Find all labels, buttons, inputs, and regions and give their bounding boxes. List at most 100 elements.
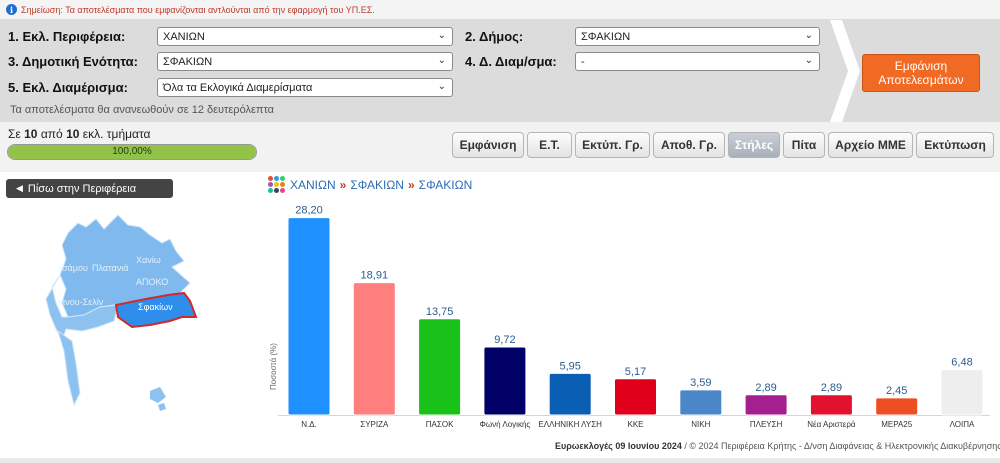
map-label: Πλατανιά: [92, 263, 128, 273]
map-label: ισάμου: [60, 263, 88, 273]
crete-map: ισάμου Πλατανιά Χανίω ΑΠΟΚΟ ιάνου-Σελίν …: [0, 205, 250, 425]
bar-5[interactable]: [614, 378, 657, 416]
map-highlight-label: Σφακίων: [138, 302, 173, 312]
show-results-button[interactable]: Εμφάνιση Αποτελεσμάτων: [862, 54, 980, 92]
category-label: ΝΙΚΗ: [691, 420, 710, 429]
bar-4[interactable]: [548, 372, 592, 416]
bar-value-label: 13,75: [426, 306, 454, 318]
category-label: ΠΛΕΥΣΗ: [750, 420, 783, 429]
progress-prefix: Σε: [8, 127, 21, 141]
notice-text: Σημείωση: Τα αποτελέσματα που εμφανίζοντ…: [21, 4, 375, 15]
bar-value-label: 18,91: [361, 270, 389, 282]
map-islet-2: [158, 403, 166, 411]
bar-value-label: 5,17: [625, 366, 646, 378]
bar-7[interactable]: [744, 394, 788, 416]
bar-value-label: 6,48: [951, 357, 972, 369]
breadcrumb-item: ΣΦΑΚΙΩΝ: [418, 177, 473, 192]
info-icon: i: [6, 4, 17, 15]
chevron-down-icon: ⌄: [437, 81, 446, 92]
toolbar-button[interactable]: Αρχείο ΜΜΕ: [828, 132, 913, 158]
triangle-left-icon: ◀: [16, 183, 23, 193]
unit-label: 3. Δημοτική Ενότητα:: [8, 54, 138, 69]
toolbar-button[interactable]: Εκτύπ. Γρ.: [575, 132, 650, 158]
map-region-southwest[interactable]: [57, 329, 81, 407]
bar-value-label: 3,59: [690, 377, 711, 389]
category-label: ΣΥΡΙΖΑ: [360, 420, 389, 429]
region-select-value: ΧΑΝΙΩΝ: [163, 30, 205, 43]
progress-counted: 10: [24, 127, 38, 141]
municipality-select-value: ΣΦΑΚΙΩΝ: [581, 30, 631, 43]
category-label: ΛΟΙΠΑ: [950, 420, 975, 429]
progress-percent: 100,00%: [112, 146, 152, 157]
unit-select[interactable]: ΣΦΑΚΙΩΝ ⌄: [157, 52, 453, 71]
bar-value-label: 9,72: [494, 334, 515, 346]
map-region-north[interactable]: [59, 214, 191, 318]
bar-value-label: 2,45: [886, 385, 907, 397]
results-bar-chart: Ποσοστά (%) 28,20 Ν.Δ. 18,91 ΣΥΡΙΖΑ 13,75 ΠΑΣΟ…: [269, 205, 990, 429]
district-select-value: Όλα τα Εκλογικά Διαμερίσματα: [163, 81, 313, 94]
toolbar-button[interactable]: Εκτύπωση: [916, 132, 994, 158]
municipality-select[interactable]: ΣΦΑΚΙΩΝ ⌄: [575, 27, 820, 46]
back-to-region-label: Πίσω στην Περιφέρεια: [27, 182, 137, 195]
breadcrumb-item[interactable]: ΣΦΑΚΙΩΝ: [350, 177, 404, 192]
filter-panel: 1. Εκλ. Περιφέρεια: ΧΑΝΙΩΝ ⌄ 2. Δήμος: Σ…: [0, 20, 1000, 122]
bar-value-label: 2,89: [755, 382, 776, 394]
bar-8[interactable]: [809, 394, 853, 416]
category-label: Ν.Δ.: [301, 420, 317, 429]
progress-bar: 100,00%: [7, 144, 257, 160]
category-label: ΠΑΣΟΚ: [426, 420, 454, 429]
chania-regions: [45, 214, 198, 411]
progress-suffix: εκλ. τμήματα: [82, 127, 151, 141]
bar-9[interactable]: [875, 397, 919, 416]
breadcrumb: ΧΑΝΙΩΝ » ΣΦΑΚΙΩΝ » ΣΦΑΚΙΩΝ: [268, 176, 472, 193]
category-label: ΜΕΡΑ25: [881, 420, 913, 429]
subdivision-select-value: -: [581, 55, 585, 68]
back-to-region-button[interactable]: ◀ Πίσω στην Περιφέρεια: [6, 179, 173, 198]
category-label: Νέα Αριστερά: [807, 420, 856, 429]
chania-map-svg: ισάμου Πλατανιά Χανίω ΑΠΟΚΟ ιάνου-Σελίν …: [45, 214, 198, 411]
breadcrumb-separator-icon: »: [339, 177, 347, 192]
toolbar-button[interactable]: Αποθ. Γρ.: [653, 132, 725, 158]
show-results-line1: Εμφάνιση: [894, 59, 948, 73]
map-region-sfakia[interactable]: [114, 291, 198, 329]
category-label: ΚΚΕ: [627, 420, 643, 429]
bar-10[interactable]: [940, 369, 984, 416]
progress-fill: [8, 145, 256, 159]
subdivision-select[interactable]: - ⌄: [575, 52, 820, 71]
footer-note: Ευρωεκλογές 09 Ιουνίου 2024 / © 2024 Περ…: [555, 441, 1000, 451]
breadcrumb-separator-icon: »: [407, 177, 415, 192]
map-label: ιάνου-Σελίν: [58, 297, 104, 307]
breadcrumb-item[interactable]: ΧΑΝΙΩΝ: [290, 177, 336, 192]
bottom-strip: [0, 458, 1000, 463]
map-label: Χανίω: [136, 255, 161, 265]
show-results-line2: Αποτελεσμάτων: [878, 73, 964, 87]
chevron-down-icon: ⌄: [804, 55, 813, 66]
toolbar-area: Σε 10 από 10 εκλ. τμήματα 100,00% Εμφάνι…: [0, 122, 1000, 172]
bar-2[interactable]: [418, 318, 462, 416]
unit-select-value: ΣΦΑΚΙΩΝ: [163, 55, 213, 68]
progress-middle: από: [40, 127, 63, 141]
progress-total: 10: [66, 127, 80, 141]
dots-grid-icon: [268, 176, 285, 193]
toolbar-button[interactable]: Εμφάνιση: [452, 132, 524, 158]
bar-value-label: 28,20: [295, 205, 323, 217]
toolbar-button[interactable]: Πίτα: [783, 132, 825, 158]
chevron-down-icon: ⌄: [437, 30, 446, 41]
progress-text: Σε 10 από 10 εκλ. τμήματα: [8, 127, 150, 141]
district-select[interactable]: Όλα τα Εκλογικά Διαμερίσματα ⌄: [157, 78, 453, 97]
region-select[interactable]: ΧΑΝΙΩΝ ⌄: [157, 27, 453, 46]
map-faded-labels: ισάμου Πλατανιά Χανίω ΑΠΟΚΟ ιάνου-Σελίν: [58, 255, 168, 307]
map-islet-1: [150, 387, 166, 403]
bar-6[interactable]: [679, 389, 723, 416]
chevron-down-icon: ⌄: [437, 55, 446, 66]
toolbar-button[interactable]: Στήλες: [728, 132, 780, 158]
arrow-divider-icon: [830, 20, 860, 122]
toolbar-button[interactable]: Ε.Τ.: [527, 132, 572, 158]
bar-3[interactable]: [483, 346, 527, 416]
municipality-label: 2. Δήμος:: [465, 29, 524, 44]
map-region-west[interactable]: [45, 274, 119, 343]
region-label: 1. Εκλ. Περιφέρεια:: [8, 29, 126, 44]
bar-1[interactable]: [352, 282, 396, 416]
bar-0[interactable]: [287, 217, 331, 416]
